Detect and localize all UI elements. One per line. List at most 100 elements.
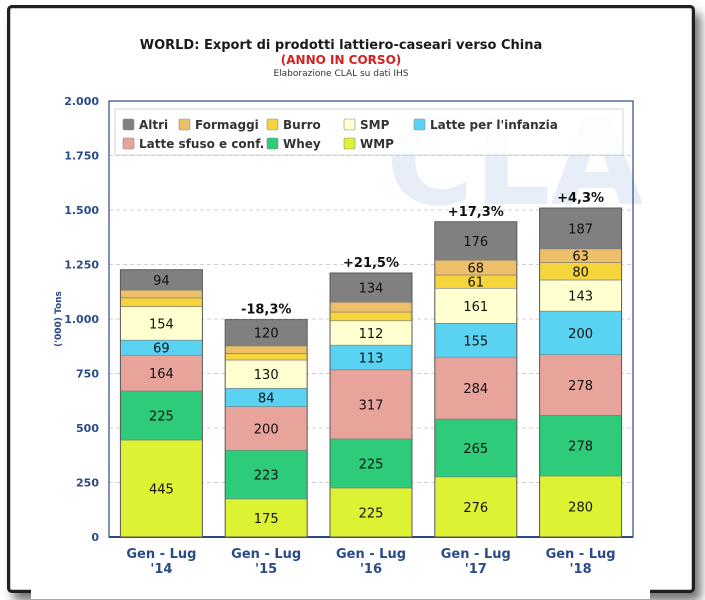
y-tick-label: 1.000 bbox=[64, 313, 99, 326]
bar-segment[interactable] bbox=[434, 221, 518, 261]
bar-outline bbox=[224, 319, 308, 538]
bar-value-label: 61 bbox=[468, 276, 485, 291]
bar-segment[interactable] bbox=[434, 287, 518, 324]
legend-box bbox=[114, 108, 624, 156]
x-tick-label-year: '16 bbox=[360, 562, 382, 577]
x-tick-label-period: Gen - Lug bbox=[441, 547, 511, 562]
bar-segment[interactable] bbox=[120, 439, 203, 538]
bar-value-label: 155 bbox=[463, 334, 488, 349]
bar-value-label: 143 bbox=[568, 290, 593, 305]
bar-value-label: 130 bbox=[254, 368, 279, 383]
bar-value-label: 223 bbox=[254, 469, 279, 484]
chart-title: WORLD: Export di prodotti lattiero-casea… bbox=[140, 38, 542, 53]
bar-segment[interactable] bbox=[434, 418, 518, 478]
bar-value-label: 175 bbox=[254, 512, 279, 527]
y-tick-label: 1.500 bbox=[64, 204, 99, 217]
bar-segment[interactable] bbox=[539, 415, 622, 477]
percent-change-label: +17,3% bbox=[448, 205, 504, 220]
legend-label: SMP bbox=[360, 118, 390, 132]
bar-segment[interactable] bbox=[329, 301, 413, 313]
legend-label: Latte per l'infanzia bbox=[430, 118, 558, 132]
bar-value-label: 276 bbox=[463, 501, 488, 516]
bar-segment[interactable] bbox=[434, 356, 518, 420]
bar-value-label: 80 bbox=[572, 265, 589, 280]
legend-label: Altri bbox=[139, 118, 168, 132]
y-tick-label: 750 bbox=[76, 368, 99, 381]
bar-segment[interactable] bbox=[329, 369, 413, 440]
bar-value-label: 187 bbox=[568, 222, 593, 237]
percent-change-label: +21,5% bbox=[343, 256, 399, 271]
bar-segment[interactable] bbox=[224, 449, 308, 500]
bar-value-label: 200 bbox=[254, 422, 279, 437]
legend-swatch bbox=[266, 137, 279, 150]
bar-value-label: 84 bbox=[258, 391, 275, 406]
chart-subtitle: (ANNO IN CORSO) bbox=[281, 53, 402, 67]
bar-outline bbox=[539, 207, 623, 538]
x-tick-label-period: Gen - Lug bbox=[546, 547, 616, 562]
y-tick-label: 500 bbox=[76, 422, 99, 435]
bar-value-label: 200 bbox=[568, 327, 593, 342]
legend-label: Latte sfuso e conf. bbox=[139, 137, 264, 151]
bar-value-label: 120 bbox=[254, 327, 279, 342]
bar-value-label: 225 bbox=[359, 457, 384, 472]
legend-swatch bbox=[266, 118, 279, 131]
y-tick-label: 0 bbox=[91, 531, 99, 544]
bar-segment[interactable] bbox=[539, 354, 622, 416]
bar-outline bbox=[434, 221, 518, 538]
x-tick-label-period: Gen - Lug bbox=[231, 547, 301, 562]
bar-value-label: 154 bbox=[149, 317, 174, 332]
bar-value-label: 284 bbox=[463, 382, 488, 397]
legend-swatch bbox=[343, 137, 356, 150]
plot-area: 0 250 500 750 1.000 1.250 1.500 1.750 2.000 445 22… bbox=[64, 95, 634, 577]
x-tick-label-year: '18 bbox=[570, 562, 592, 577]
x-tick-label-year: '15 bbox=[255, 562, 277, 577]
bar-segment[interactable] bbox=[120, 297, 203, 307]
y-tick-label: 250 bbox=[76, 477, 99, 490]
x-tick-label-year: '14 bbox=[150, 562, 172, 577]
bar-segment[interactable] bbox=[434, 476, 518, 538]
bar-value-label: 278 bbox=[568, 379, 593, 394]
bar-value-label: 134 bbox=[359, 282, 384, 297]
bar-segment[interactable] bbox=[224, 353, 308, 361]
bar-value-label: 113 bbox=[359, 351, 384, 366]
y-axis-label: ('000) Tons bbox=[54, 291, 64, 347]
bar-segment[interactable] bbox=[539, 310, 622, 356]
bar-value-label: 265 bbox=[463, 442, 488, 457]
legend-label: Whey bbox=[283, 137, 321, 151]
y-tick-label: 1.250 bbox=[64, 259, 99, 272]
bar-value-label: 63 bbox=[572, 250, 589, 265]
chart-panel: CLAL WORLD: Export di prodotti lattiero-… bbox=[31, 29, 650, 599]
bar-value-label: 445 bbox=[149, 482, 174, 497]
legend-swatch bbox=[343, 118, 356, 131]
bar-outline bbox=[119, 269, 203, 538]
bar-value-label: 278 bbox=[568, 440, 593, 455]
chart-frame: CLAL WORLD: Export di prodotti lattiero-… bbox=[10, 8, 692, 599]
bar-outline bbox=[329, 272, 413, 538]
legend-swatch bbox=[178, 118, 191, 131]
y-tick-label: 2.000 bbox=[64, 95, 99, 108]
bar-segment[interactable] bbox=[434, 323, 518, 358]
bar-value-label: 317 bbox=[359, 398, 384, 413]
legend-label: Burro bbox=[283, 118, 321, 132]
bar-segment[interactable] bbox=[120, 289, 203, 299]
x-tick-label-period: Gen - Lug bbox=[126, 547, 196, 562]
legend-swatch bbox=[122, 137, 135, 150]
chart-credit: Elaborazione CLAL su dati IHS bbox=[273, 69, 408, 79]
bar-segment[interactable] bbox=[224, 345, 308, 354]
bar-value-label: 112 bbox=[359, 327, 384, 342]
bar-value-label: 176 bbox=[463, 235, 488, 250]
bar-segment[interactable] bbox=[329, 311, 413, 322]
bar-segment[interactable] bbox=[224, 406, 308, 451]
y-tick-label: 1.750 bbox=[64, 150, 99, 163]
percent-change-label: +4,3% bbox=[557, 191, 604, 206]
x-tick-label-year: '17 bbox=[465, 562, 487, 577]
bar-value-label: 69 bbox=[153, 342, 170, 357]
bar-value-label: 225 bbox=[149, 409, 174, 424]
percent-change-label: -18,3% bbox=[241, 303, 292, 318]
bar-value-label: 94 bbox=[153, 274, 170, 289]
bar-value-label: 161 bbox=[463, 300, 488, 315]
bar-value-label: 68 bbox=[468, 262, 485, 277]
legend-label: Formaggi bbox=[195, 118, 259, 132]
x-tick-label-period: Gen - Lug bbox=[336, 547, 406, 562]
bar-segment[interactable] bbox=[120, 306, 203, 341]
